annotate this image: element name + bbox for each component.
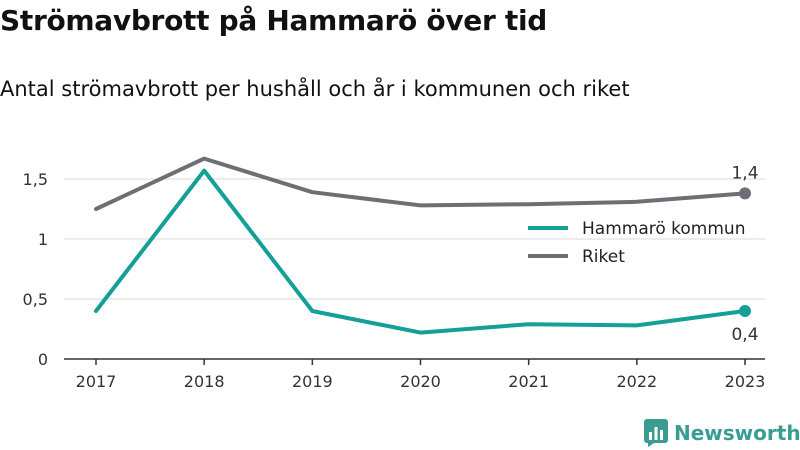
end-label-hammaro: 0,4 (731, 325, 758, 345)
end-point-hammaro (739, 305, 751, 317)
x-tick-label: 2019 (292, 372, 333, 391)
line-chart: 0 0,5 1 1,5 2017 2018 2019 2020 2021 2022 2023 0,… (23, 156, 766, 391)
x-tick-labels: 2017 2018 2019 2020 2021 2022 2023 (76, 359, 766, 391)
y-tick-label: 1,5 (23, 170, 48, 189)
y-tick-label: 0 (38, 350, 48, 369)
y-tick-label: 1 (38, 230, 48, 249)
x-tick-label: 2022 (616, 372, 657, 391)
newsworthy-logo-icon (644, 419, 668, 447)
brand-logo: Newsworthy (644, 418, 800, 448)
series-line-hammaro (94, 168, 747, 335)
chart-title: Strömavbrott på Hammarö över tid (0, 4, 548, 37)
end-point-riket (739, 187, 751, 200)
legend-label-hammaro: Hammarö kommun (582, 219, 745, 239)
end-label-riket: 1,4 (731, 163, 758, 183)
series-line-riket (94, 156, 747, 211)
brand-name: Newsworthy (674, 421, 800, 445)
legend-label-riket: Riket (582, 247, 625, 267)
x-tick-label: 2021 (508, 372, 549, 391)
x-tick-label: 2017 (76, 372, 117, 391)
series-lines: 0,4 1,4 (94, 156, 759, 345)
y-tick-label: 0,5 (23, 290, 48, 309)
legend: Hammarö kommun Riket (528, 219, 745, 267)
x-tick-label: 2020 (400, 372, 441, 391)
y-tick-labels: 0 0,5 1 1,5 (23, 170, 48, 369)
x-tick-label: 2023 (725, 372, 766, 391)
chart-subtitle: Antal strömavbrott per hushåll och år i … (0, 77, 630, 101)
grid-lines (64, 178, 765, 360)
x-tick-label: 2018 (184, 372, 225, 391)
